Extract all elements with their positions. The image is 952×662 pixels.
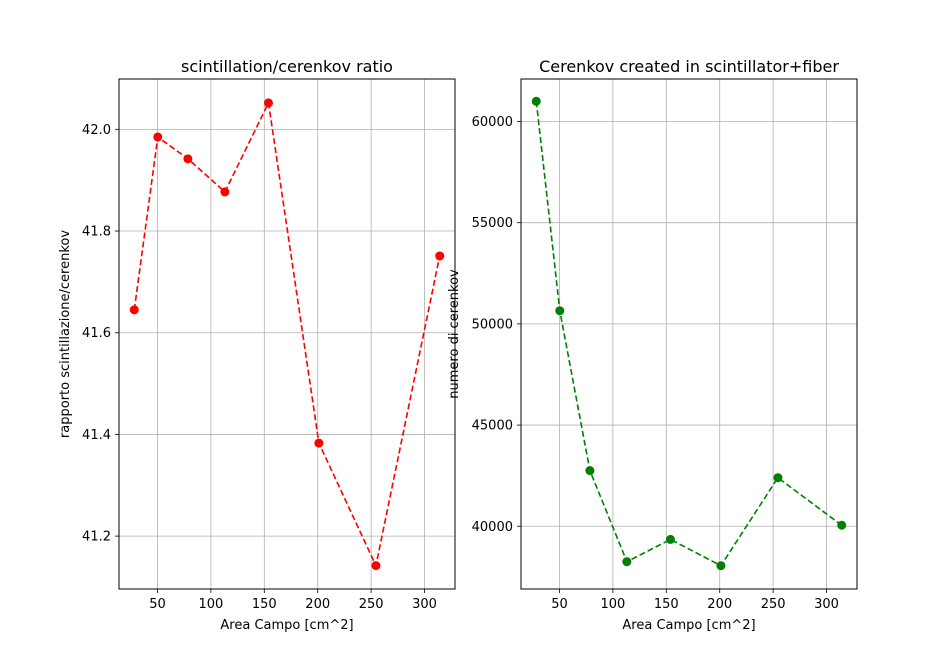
ratio-y-tick-label: 41.2 xyxy=(82,530,111,545)
ratio-data-point xyxy=(314,438,324,448)
ratio-y-tick-label: 41.6 xyxy=(82,326,111,341)
cerenkov-y-tick-label: 50000 xyxy=(472,317,513,332)
ratio-y-ticks: 41.2 41.4 41.6 41.8 42.0 xyxy=(82,123,119,545)
cerenkov-data-point xyxy=(665,534,675,544)
ratio-x-tick-label: 50 xyxy=(149,597,166,612)
cerenkov-data-point xyxy=(622,557,632,567)
cerenkov-data-point xyxy=(585,466,595,476)
ratio-y-tick-label: 41.8 xyxy=(82,225,111,240)
cerenkov-axes-frame xyxy=(520,78,858,590)
cerenkov-data-point xyxy=(555,306,565,316)
cerenkov-x-tick-label: 200 xyxy=(707,597,732,612)
ratio-x-tick-label: 300 xyxy=(412,597,437,612)
ratio-x-tick-label: 200 xyxy=(305,597,330,612)
cerenkov-y-tick-label: 40000 xyxy=(472,520,513,535)
ratio-axes-frame xyxy=(118,78,456,590)
cerenkov-x-tick-label: 250 xyxy=(761,597,786,612)
cerenkov-x-ticks: 50 100 150 200 250 300 xyxy=(551,589,839,612)
ratio-data-point xyxy=(371,561,381,571)
ratio-y-tick-label: 42.0 xyxy=(82,123,111,138)
ratio-data-point xyxy=(153,132,163,142)
cerenkov-grid xyxy=(521,79,857,589)
cerenkov-x-axis-label: Area Campo [cm^2] xyxy=(622,618,755,633)
ratio-y-tick-label: 41.4 xyxy=(82,428,111,443)
cerenkov-x-tick-label: 100 xyxy=(600,597,625,612)
cerenkov-data-point xyxy=(531,96,541,106)
ratio-x-tick-label: 100 xyxy=(198,597,223,612)
cerenkov-y-tick-label: 45000 xyxy=(472,419,513,434)
ratio-x-tick-label: 250 xyxy=(359,597,384,612)
ratio-data-point xyxy=(129,305,139,315)
cerenkov-y-ticks: 40000 45000 50000 55000 60000 xyxy=(472,115,521,535)
cerenkov-x-tick-label: 300 xyxy=(814,597,839,612)
ratio-data-point xyxy=(183,154,193,164)
cerenkov-data-point xyxy=(837,520,847,530)
cerenkov-y-tick-label: 60000 xyxy=(472,115,513,130)
ratio-x-ticks: 50 100 150 200 250 300 xyxy=(149,589,437,612)
ratio-subplot: 50 100 150 200 250 300 41.2 41.4 41.6 41.8 42.0 s… xyxy=(58,57,456,633)
ratio-y-axis-label: rapporto scintillazione/cerenkov xyxy=(58,230,73,438)
cerenkov-y-axis-label: numero di cerenkov xyxy=(447,269,462,399)
cerenkov-x-tick-label: 150 xyxy=(654,597,679,612)
ratio-series-line xyxy=(133,100,441,569)
cerenkov-x-tick-label: 50 xyxy=(551,597,568,612)
ratio-chart-title: scintillation/cerenkov ratio xyxy=(181,57,393,76)
cerenkov-data-point xyxy=(716,561,726,571)
cerenkov-data-point xyxy=(773,473,783,483)
ratio-series xyxy=(129,98,445,571)
cerenkov-y-tick-label: 55000 xyxy=(472,216,513,231)
ratio-data-point xyxy=(220,187,230,197)
ratio-data-point xyxy=(435,251,445,261)
cerenkov-chart-title: Cerenkov created in scintillator+fiber xyxy=(539,57,839,76)
ratio-x-axis-label: Area Campo [cm^2] xyxy=(220,618,353,633)
ratio-data-point xyxy=(263,98,273,108)
cerenkov-subplot: 50 100 150 200 250 300 40000 45000 50000 55000 60… xyxy=(447,57,858,633)
cerenkov-series-line xyxy=(535,101,843,567)
cerenkov-series xyxy=(531,96,847,571)
ratio-x-tick-label: 150 xyxy=(252,597,277,612)
